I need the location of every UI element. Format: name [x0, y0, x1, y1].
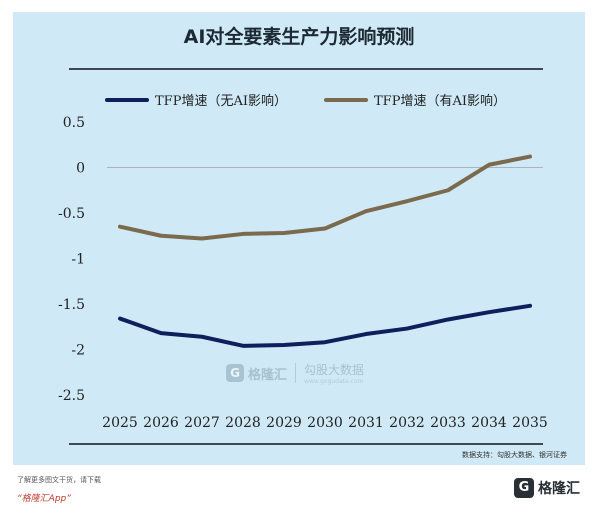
footer-tip: 了解更多图文干货，请下载	[17, 476, 101, 484]
source-note: 数据支持：勾股大数据、银河证券	[462, 451, 567, 459]
series-line-with-ai	[118, 154, 532, 241]
chart-title: AI对全要素生产力影响预测	[183, 26, 415, 48]
chart-panel: AI对全要素生产力影响预测 TFP增速（无AI影响） TFP增速（有AI影响） …	[13, 12, 585, 465]
title-rule	[69, 68, 543, 70]
x-tick-label: 2028	[225, 415, 261, 431]
x-tick-label: 2030	[307, 415, 343, 431]
legend-item-with-ai: TFP增速（有AI影响）	[324, 90, 506, 109]
x-tick-label: 2029	[266, 415, 302, 431]
x-tick-label: 2034	[471, 415, 507, 431]
y-tick-label: -1	[71, 252, 85, 268]
watermark-name: 格隆汇	[248, 367, 288, 383]
footer-app-name[interactable]: “格隆汇App”	[17, 494, 71, 504]
y-tick-label: -0.5	[58, 206, 85, 222]
legend-label-with-ai: TFP增速（有AI影响）	[374, 94, 506, 109]
y-tick-label: 0	[76, 161, 85, 177]
watermark-divider	[295, 363, 297, 383]
y-tick-label: -2	[71, 343, 85, 359]
brand-name: 格隆汇	[538, 481, 580, 497]
legend-swatch-with-ai	[324, 97, 368, 102]
x-tick-label: 2025	[102, 415, 138, 431]
footer-promo: 了解更多图文干货，请下载 “格隆汇App”	[17, 475, 101, 504]
x-tick-label: 2032	[389, 415, 425, 431]
x-tick-label: 2031	[348, 415, 384, 431]
line-chart: 0.5 0 -0.5 -1 -1.5 -2 -2.5 2025 2026 2027 2028 2029…	[58, 115, 548, 431]
x-tick-label: 2033	[430, 415, 466, 431]
watermark: G 格隆汇 勾股大数据 www.gogudata.com	[226, 361, 364, 385]
watermark-partner-url: www.gogudata.com	[304, 378, 364, 385]
y-tick-label: -1.5	[58, 297, 85, 313]
legend-item-no-ai: TFP增速（无AI影响）	[105, 90, 287, 109]
bottom-rule	[69, 443, 543, 445]
series-line-no-ai	[118, 303, 532, 348]
x-tick-label: 2027	[184, 415, 220, 431]
x-tick-label: 2035	[512, 415, 548, 431]
watermark-partner: 勾股大数据	[304, 363, 365, 377]
legend-swatch-no-ai	[105, 97, 149, 102]
x-tick-label: 2026	[143, 415, 179, 431]
brand-logo-icon: G	[514, 478, 534, 498]
footer-brand: G 格隆汇	[514, 478, 580, 498]
watermark-logo-icon: G	[226, 364, 244, 382]
y-tick-label: -2.5	[58, 388, 85, 404]
y-tick-label: 0.5	[63, 115, 85, 131]
legend-label-no-ai: TFP增速（无AI影响）	[155, 94, 287, 109]
